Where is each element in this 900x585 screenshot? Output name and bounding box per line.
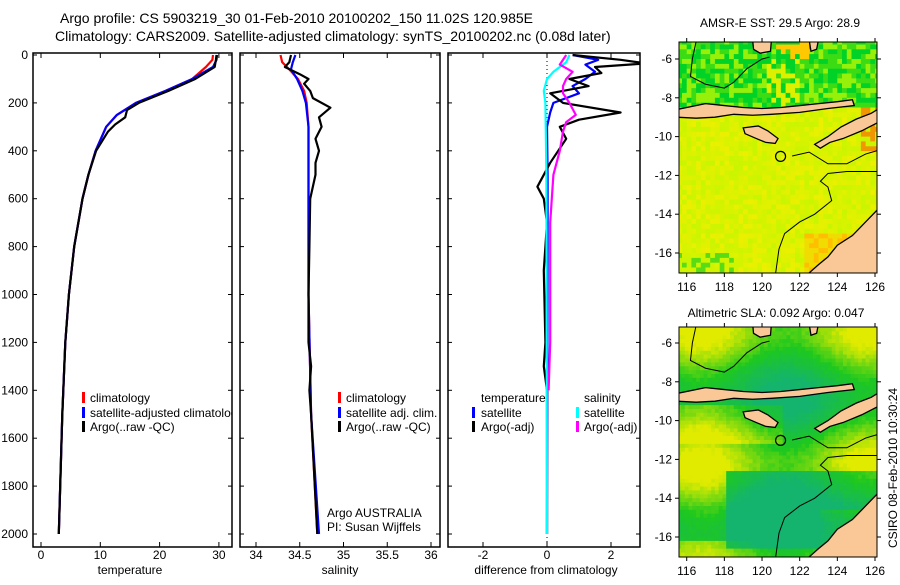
lon-tick-label: 122 — [790, 280, 810, 294]
principal-investigator-label: PI: Susan Wijffels — [327, 520, 421, 534]
legend-label-argo: Argo(..raw -QC) — [346, 420, 431, 434]
salinity-axis-label: salinity — [322, 563, 359, 577]
legend-swatch-sal-satellite — [576, 407, 579, 418]
legend-header-salinity: salinity — [584, 391, 621, 405]
y-tick-label: 600 — [8, 192, 28, 206]
land-mass — [809, 324, 818, 336]
x-tick-label: 34 — [249, 548, 263, 562]
lon-tick-label: 116 — [677, 564, 696, 578]
sst-map-panel: AMSR-E SST: 29.5 Argo: 28.9 116 118 120 122… — [655, 16, 886, 294]
lat-tick-label: -16 — [655, 246, 673, 260]
lat-tick-label: -12 — [655, 168, 673, 182]
x-tick-label: 36 — [424, 548, 438, 562]
lon-tick-label: 116 — [677, 280, 696, 294]
figure-title-line2: Climatology: CARS2009. Satellite-adjuste… — [55, 28, 611, 44]
lon-tick-label: 120 — [752, 564, 772, 578]
land-mass — [809, 40, 818, 52]
y-tick-label: 800 — [8, 240, 28, 254]
lon-tick-label: 124 — [827, 564, 847, 578]
series-line-satellite-adj-clim- — [291, 55, 319, 534]
x-tick-label: 0 — [38, 548, 45, 562]
legend-label-temp-argo: Argo(-adj) — [481, 420, 534, 434]
temperature-axis-label: temperature — [98, 563, 163, 577]
sla-map-panel: Altimetric SLA: 0.092 Argo: 0.047 116 118… — [655, 306, 886, 578]
y-tick-label: 1000 — [1, 288, 28, 302]
temperature-plot-frame — [33, 53, 232, 547]
lon-tick-label: 126 — [865, 280, 885, 294]
x-tick-label: 30 — [212, 548, 226, 562]
float-program-label: Argo AUSTRALIA — [327, 506, 422, 520]
x-tick-label: 35 — [337, 548, 351, 562]
legend-label-satellite: satellite-adjusted climatology — [90, 406, 243, 420]
salinity-panel: 34 34.5 35 35.5 36 salinity climatology sate… — [240, 53, 440, 577]
series-line-satellite-adjusted-climatology — [59, 55, 217, 534]
y-tick-label: 1200 — [1, 335, 28, 349]
series-line-climatology — [281, 55, 318, 534]
lat-tick-label: -14 — [655, 491, 673, 505]
y-tick-label: 400 — [8, 144, 28, 158]
x-tick-label: 20 — [153, 548, 167, 562]
sst-map-title: AMSR-E SST: 29.5 Argo: 28.9 — [700, 16, 860, 30]
legend-label-sal-satellite: satellite — [584, 406, 625, 420]
difference-legend: temperature satellite Argo(-adj) salinit… — [472, 391, 637, 434]
legend-label-satellite: satellite adj. clim. — [346, 406, 437, 420]
y-tick-label: 2000 — [1, 527, 28, 541]
legend-swatch-argo — [82, 421, 85, 432]
legend-swatch-temp-argo — [472, 421, 475, 432]
lon-tick-label: 126 — [865, 564, 885, 578]
series-line-climatology — [59, 55, 213, 534]
legend-label-temp-satellite: satellite — [481, 406, 522, 420]
series-line-temperature-satellite — [547, 55, 598, 534]
lon-tick-label: 124 — [827, 280, 847, 294]
temperature-panel: 0 10 20 30 0 200 400 600 800 1000 1200 1400 1600 1800… — [1, 48, 243, 577]
lon-tick-label: 118 — [715, 280, 734, 294]
lon-tick-label: 118 — [715, 564, 734, 578]
difference-panel: -2 0 2 difference from climatology tempera… — [448, 53, 646, 577]
lat-tick-label: -12 — [655, 452, 673, 466]
legend-label-climatology: climatology — [346, 391, 406, 405]
legend-swatch-argo — [338, 421, 341, 432]
lon-tick-label: 122 — [790, 564, 810, 578]
lat-tick-label: -6 — [661, 52, 672, 66]
y-tick-label: 1800 — [1, 479, 28, 493]
legend-swatch-sal-argo — [576, 421, 579, 432]
y-tick-label: 200 — [8, 96, 28, 110]
y-tick-label: 1600 — [1, 431, 28, 445]
series-line-argo-raw-qc- — [59, 55, 217, 534]
lat-tick-label: -16 — [655, 530, 673, 544]
legend-label-sal-argo: Argo(-adj) — [584, 420, 637, 434]
legend-swatch-satellite — [338, 407, 341, 418]
salinity-legend: climatology satellite adj. clim. Argo(..… — [338, 391, 437, 434]
x-tick-label: -2 — [478, 548, 489, 562]
legend-label-climatology: climatology — [90, 391, 150, 405]
lat-tick-label: -8 — [661, 375, 672, 389]
temperature-legend: climatology satellite-adjusted climatolo… — [82, 391, 243, 434]
difference-axis-label: difference from climatology — [474, 563, 617, 577]
lat-tick-label: -14 — [655, 207, 673, 221]
legend-label-argo: Argo(..raw -QC) — [90, 420, 175, 434]
x-tick-label: 10 — [94, 548, 108, 562]
csiro-timestamp: CSIRO 08-Feb-2010 10:30:24 — [886, 388, 900, 548]
x-tick-label: 2 — [608, 548, 615, 562]
lon-tick-label: 120 — [752, 280, 772, 294]
legend-header-temperature: temperature — [481, 391, 546, 405]
sla-map-title: Altimetric SLA: 0.092 Argo: 0.047 — [688, 306, 865, 320]
lat-tick-label: -10 — [655, 130, 673, 144]
series-line-temperature-argo-adj- — [537, 55, 646, 534]
x-tick-label: 0 — [544, 548, 551, 562]
y-tick-label: 1400 — [1, 383, 28, 397]
lat-tick-label: -10 — [655, 414, 673, 428]
legend-swatch-climatology — [82, 392, 85, 403]
y-tick-label: 0 — [21, 48, 28, 62]
legend-swatch-climatology — [338, 392, 341, 403]
legend-swatch-satellite — [82, 407, 85, 418]
x-tick-label: 35.5 — [376, 548, 400, 562]
legend-swatch-temp-satellite — [472, 407, 475, 418]
figure-title-line1: Argo profile: CS 5903219_30 01-Feb-2010 … — [60, 10, 533, 26]
x-tick-label: 34.5 — [288, 548, 312, 562]
lat-tick-label: -6 — [661, 336, 672, 350]
salinity-plot-frame — [240, 53, 440, 547]
lat-tick-label: -8 — [661, 91, 672, 105]
